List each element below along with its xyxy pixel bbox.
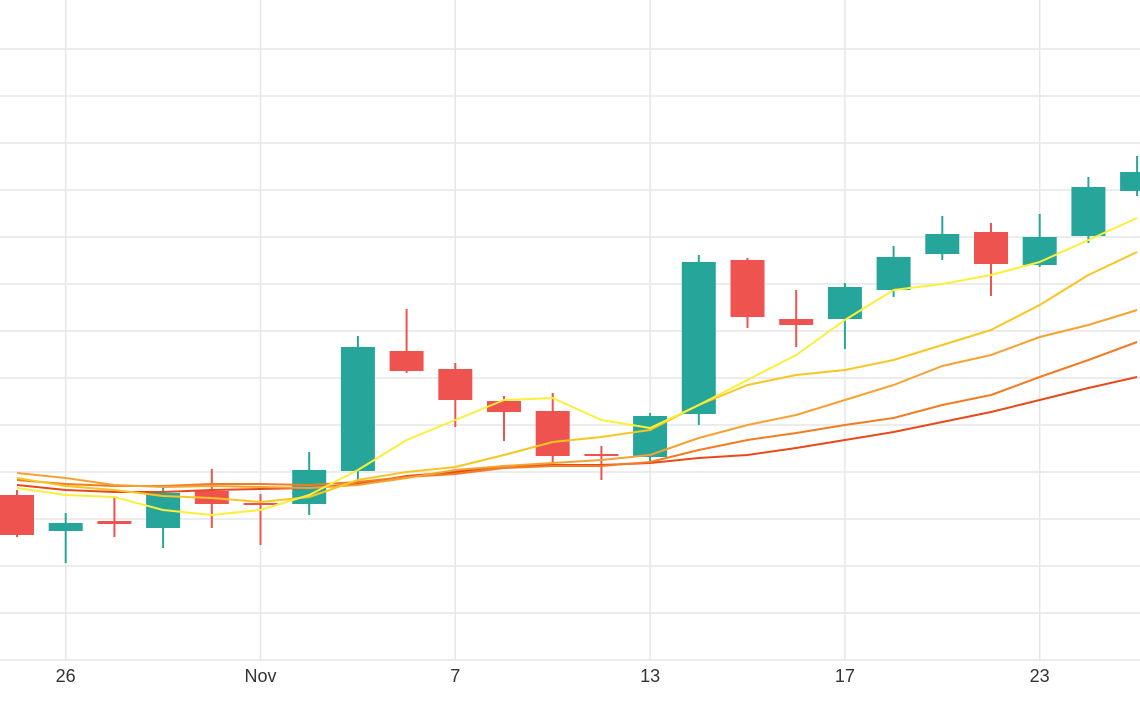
candle-body <box>1120 172 1140 191</box>
x-tick-label: 23 <box>1030 666 1050 686</box>
moving-average-line <box>16 251 1138 503</box>
x-tick-label: 7 <box>450 666 460 686</box>
x-tick-label: Nov <box>244 666 276 686</box>
moving-average-line <box>16 309 1138 489</box>
candle-body <box>48 523 83 531</box>
candle-body <box>487 401 521 412</box>
x-tick-label: 26 <box>56 666 76 686</box>
candle-body <box>535 411 570 456</box>
candle-body <box>974 232 1008 264</box>
candle-body <box>925 234 960 254</box>
candle-body <box>876 257 911 290</box>
moving-average-line <box>16 376 1138 493</box>
candle-body <box>779 319 814 325</box>
candle-body <box>681 262 716 414</box>
candle-body <box>340 347 375 471</box>
moving-average-line <box>16 217 1138 516</box>
candle-body <box>243 503 278 505</box>
candle-body <box>389 351 424 371</box>
candle-body <box>1022 237 1057 265</box>
candle-body <box>97 521 132 524</box>
candle-body <box>827 287 862 319</box>
candle-body <box>584 454 619 456</box>
candle-body <box>0 495 34 535</box>
candle-body <box>730 260 765 317</box>
x-tick-label: 13 <box>640 666 660 686</box>
candle-body <box>438 369 473 400</box>
x-tick-label: 17 <box>835 666 855 686</box>
moving-average-line <box>16 341 1138 487</box>
candle-body <box>1071 187 1106 236</box>
